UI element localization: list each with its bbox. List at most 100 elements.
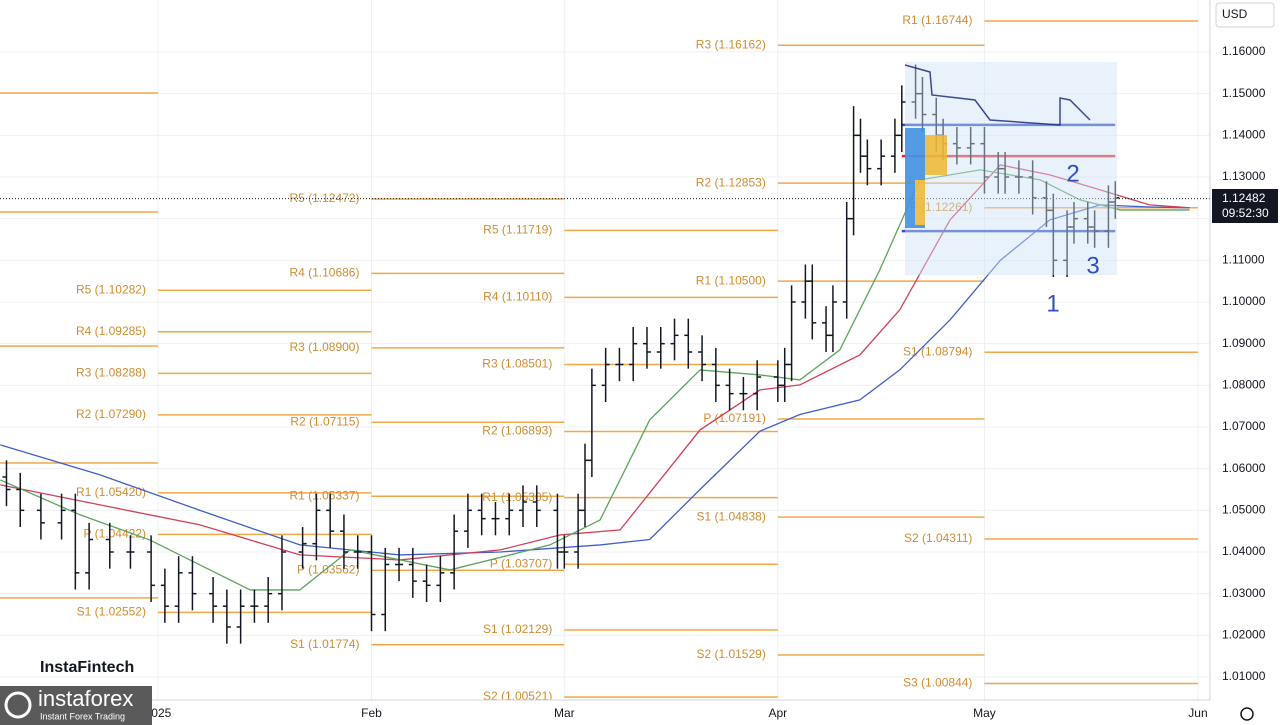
price-bar	[491, 502, 500, 536]
pivot-label: R2 (1.07290)	[76, 407, 146, 421]
x-tick-label: Jun	[1188, 706, 1207, 720]
y-tick-label: 1.09000	[1222, 336, 1266, 350]
price-axis	[1210, 0, 1280, 725]
pivot-label: R2 (1.06893)	[482, 424, 552, 438]
price-bar	[787, 285, 796, 382]
price-bar	[250, 589, 259, 623]
price-bar	[463, 493, 472, 548]
price-bar	[298, 527, 307, 569]
pivot-label: P (1.07191)	[703, 411, 766, 425]
logo-text: instaforex	[38, 686, 133, 711]
y-tick-label: 1.01000	[1222, 669, 1266, 683]
price-bar	[828, 285, 837, 352]
y-tick-label: 1.15000	[1222, 86, 1266, 100]
pivot-label: R1 (1.05305)	[482, 490, 552, 504]
pivot-label: S1 (1.08794)	[903, 344, 972, 358]
price-bar	[477, 493, 486, 536]
y-tick-label: 1.11000	[1222, 253, 1265, 267]
price-bar	[808, 264, 817, 340]
time-axis	[0, 700, 1210, 725]
pivot-label: P (1.03707)	[490, 556, 553, 570]
price-bar	[326, 493, 335, 548]
y-tick-label: 1.07000	[1222, 419, 1266, 433]
pivot-label: R4 (1.10110)	[483, 290, 552, 304]
price-bar	[918, 77, 927, 132]
price-bar	[725, 368, 734, 411]
price-bar	[684, 318, 693, 369]
pivot-label: S2 (1.01529)	[696, 647, 765, 661]
y-tick-label: 1.03000	[1222, 586, 1266, 600]
currency-button[interactable]	[1215, 2, 1275, 28]
wave-annotation: 1	[1046, 290, 1059, 317]
price-bar	[85, 522, 94, 590]
pivot-label: S1 (1.01774)	[290, 637, 359, 651]
y-tick-label: 1.06000	[1222, 461, 1266, 475]
y-tick-label: 1.05000	[1222, 503, 1266, 517]
x-tick-label: Apr	[768, 706, 787, 720]
price-bar	[1069, 202, 1078, 244]
price-bar	[656, 327, 665, 369]
price-bar	[450, 514, 459, 590]
price-bar	[222, 589, 231, 644]
price-bar	[174, 556, 183, 623]
pivot-label: P (1.04422)	[83, 527, 146, 541]
price-bar	[312, 493, 321, 561]
pivot-label: S3 (1.00844)	[903, 676, 972, 690]
price-bar	[505, 493, 514, 536]
price-bar	[2, 460, 11, 507]
logo-box	[0, 686, 152, 725]
price-bar	[670, 318, 679, 361]
pivot-label: R1 (1.16744)	[902, 13, 972, 27]
currency-label: USD	[1222, 7, 1248, 21]
price-bar	[601, 347, 610, 402]
pivot-label: R3 (1.08501)	[482, 357, 552, 371]
price-bar	[952, 127, 961, 165]
settings-button[interactable]	[1240, 707, 1254, 721]
price-bar	[277, 535, 286, 611]
price-bar	[877, 139, 886, 186]
x-tick-label: Mar	[554, 706, 575, 720]
pivot-label: R4 (1.09285)	[76, 324, 146, 338]
price-bar	[897, 85, 906, 152]
pivot-label: R3 (1.16162)	[696, 37, 766, 51]
pivot-label: R4 (1.10686)	[289, 266, 359, 280]
moving-average	[0, 204, 1190, 556]
profile-bars-poc	[925, 135, 947, 175]
pivot-label: R3 (1.08900)	[289, 340, 359, 354]
volume-profile	[904, 64, 1091, 228]
price-bar	[1111, 181, 1120, 219]
price-bar	[1014, 160, 1023, 194]
pivot-label: R1 (1.05337)	[289, 488, 359, 502]
price-bar	[236, 589, 245, 644]
last-price-label: 1.12482	[1222, 191, 1266, 205]
last-price-box	[1212, 189, 1278, 223]
y-tick-label: 1.13000	[1222, 169, 1266, 183]
price-bar	[264, 577, 273, 623]
price-bar	[36, 493, 45, 540]
wave-annotation: 2	[1066, 160, 1079, 187]
pivot-label: S1 (1.02552)	[77, 605, 146, 619]
price-bar	[642, 327, 651, 369]
price-bar	[980, 127, 989, 194]
price-bar	[381, 547, 390, 632]
price-bar	[209, 577, 218, 623]
y-tick-label: 1.14000	[1222, 128, 1266, 142]
x-tick-label: May	[973, 706, 996, 720]
price-bar	[105, 522, 114, 569]
pivot-label: S2 (1.04311)	[904, 531, 973, 545]
pivot-label: P (1.03562)	[297, 562, 360, 576]
price-bar	[339, 514, 348, 569]
y-tick-label: 1.16000	[1222, 44, 1266, 58]
price-bar	[560, 535, 569, 569]
logo-tagline: Instant Forex Trading	[40, 711, 125, 721]
plot-area: R5 (1.10282) R4 (1.09285) R3 (1.08288) R2 (…	[0, 0, 1210, 703]
pivot-label: R2 (1.12853)	[696, 175, 766, 189]
price-bar	[966, 127, 975, 165]
price-bar	[698, 335, 707, 382]
price-bar	[863, 139, 872, 186]
price-bar	[711, 347, 720, 402]
price-bar	[739, 377, 748, 411]
pivot-label: R1 (1.10500)	[696, 273, 766, 287]
price-bar	[395, 547, 404, 582]
